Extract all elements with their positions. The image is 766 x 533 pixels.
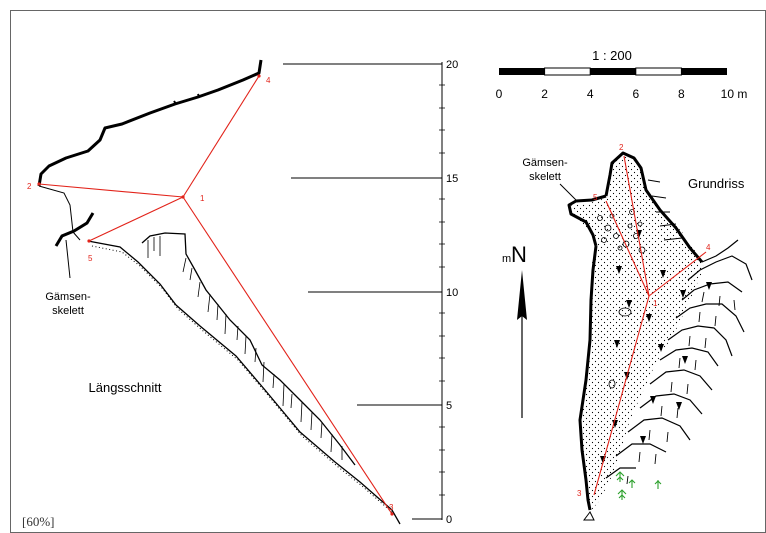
plan-slope-steps [605, 239, 753, 479]
svg-text:Gämsen-: Gämsen- [45, 291, 91, 303]
svg-text:10 m: 10 m [721, 87, 748, 101]
north-arrow-head [517, 270, 527, 320]
section-title: Längsschnitt [89, 380, 162, 395]
zoom-indicator: [60%] [22, 514, 55, 529]
plan-station-2: 2 [619, 143, 624, 152]
plan-skeleton-pointer [559, 183, 579, 203]
plan-step-ticks [626, 179, 736, 485]
svg-text:skelett: skelett [529, 171, 561, 183]
svg-text:N: N [511, 242, 527, 267]
svg-text:m: m [502, 253, 511, 265]
svg-text:2: 2 [541, 87, 548, 101]
scale-bar-labels: 0 2 4 6 8 10 m [496, 87, 748, 101]
plan-skeleton-lobe [567, 194, 607, 247]
section-boulder [141, 232, 356, 466]
plan-station-3: 3 [577, 489, 582, 498]
svg-text:8: 8 [678, 87, 685, 101]
section-roof-bumps [173, 93, 200, 105]
plan-vegetation [615, 471, 662, 500]
scale-bar: 1 : 200 0 2 4 6 8 10 m [496, 48, 748, 101]
section-skeleton-pointer [65, 239, 71, 279]
north-arrow: m N [502, 242, 527, 418]
plan-west-wall [604, 151, 704, 263]
plan-station-labels: 1 2 3 4 5 [577, 143, 711, 498]
section-survey-lines [38, 75, 393, 515]
svg-text:Gämsen-: Gämsen- [522, 157, 568, 169]
section-station-labels: 1 2 3 4 5 [27, 76, 394, 512]
plan-survey-lines [593, 155, 707, 496]
plan-entrance-tick [583, 511, 595, 521]
svg-text:skelett: skelett [52, 305, 84, 317]
plan-station-4: 4 [706, 243, 711, 252]
height-tick-20: 20 [446, 59, 458, 71]
section-station-1: 1 [200, 194, 205, 203]
section-floor-texture [91, 245, 395, 515]
section-station-2: 2 [27, 182, 32, 191]
section-roof-outline [37, 59, 263, 187]
height-scale-labels: 0 5 10 15 20 [446, 59, 458, 526]
height-tick-15: 15 [446, 173, 458, 185]
section-station-4: 4 [266, 76, 271, 85]
height-tick-10: 10 [446, 287, 458, 299]
height-scale-minor-ticks [439, 84, 445, 496]
longitudinal-section: 1 2 3 4 5 Gämsen- skelett Längsschnitt [27, 59, 401, 525]
section-station-3: 3 [389, 503, 394, 512]
svg-text:6: 6 [632, 87, 639, 101]
plan-floor-fill [569, 153, 704, 512]
section-hatching [147, 236, 343, 460]
section-station-markers [37, 74, 394, 516]
scale-ratio: 1 : 200 [592, 48, 632, 63]
plan-station-1: 1 [653, 299, 658, 308]
section-floor-outline [87, 240, 401, 525]
section-skeleton-label: Gämsen- skelett [45, 291, 91, 317]
section-ledge [54, 212, 95, 247]
section-wall-thin [38, 185, 81, 241]
height-tick-0: 0 [446, 514, 452, 526]
svg-text:0: 0 [496, 87, 503, 101]
height-scale-major-lines [283, 63, 442, 520]
svg-text:4: 4 [587, 87, 594, 101]
plan-station-5: 5 [593, 193, 598, 202]
section-station-5: 5 [88, 254, 93, 263]
plan-skeleton-label: Gämsen- skelett [522, 157, 568, 183]
plan-title: Grundriss [688, 176, 745, 191]
height-scale: 0 5 10 15 20 [283, 59, 458, 526]
plan-view: Grundriss [522, 143, 753, 521]
height-tick-5: 5 [446, 400, 452, 412]
plan-west-wall-lower [578, 245, 598, 511]
